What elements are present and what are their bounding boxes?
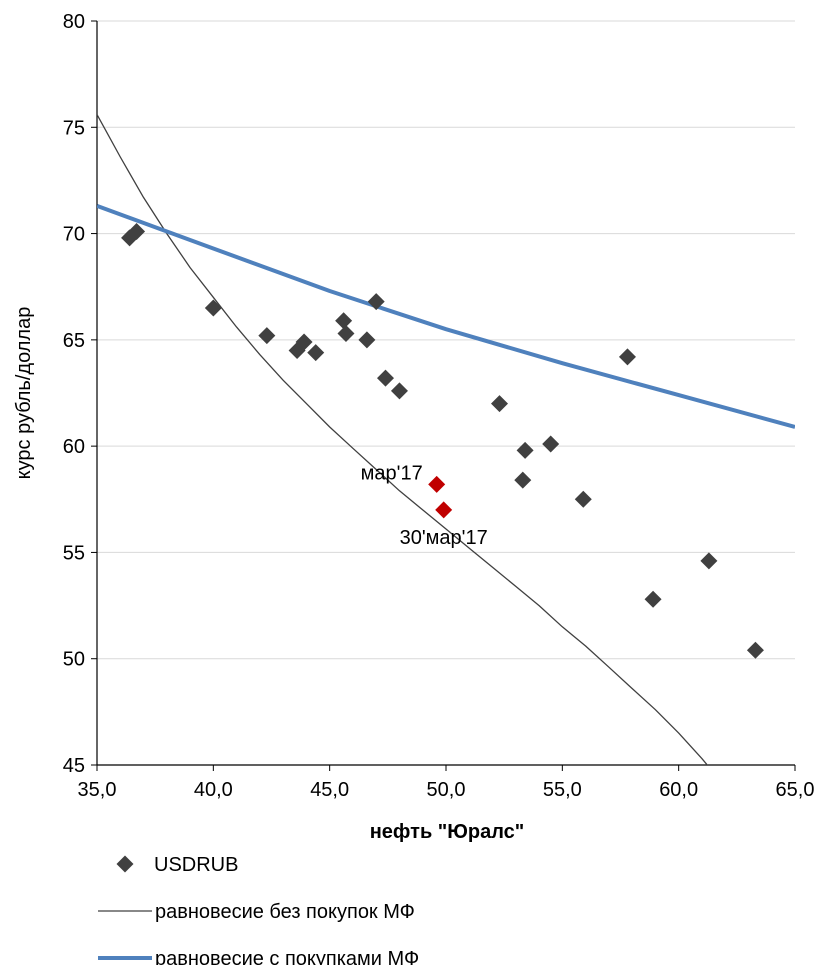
y-tick-label: 50 (63, 649, 85, 671)
data-point (618, 348, 636, 366)
tick-labels: 45 50 55 60 65 70 75 80 35,0 40,0 45,0 50,0 55,0 60,0… (63, 11, 815, 801)
data-point (377, 369, 395, 387)
legend-label: равновесие с покупками МФ (155, 948, 419, 965)
legend-label: USDRUB (154, 854, 238, 876)
data-point (295, 333, 313, 351)
y-tick-label: 70 (63, 224, 85, 246)
y-tick-label: 80 (63, 11, 85, 33)
data-point (491, 395, 509, 413)
data-point (542, 435, 560, 453)
series-line (97, 114, 709, 765)
point-label: мар'17 (361, 462, 423, 484)
data-point (337, 324, 355, 342)
data-point (307, 344, 325, 362)
data-point (574, 490, 592, 508)
legend-marker (116, 855, 134, 873)
legend-label: равновесие без покупок МФ (155, 901, 415, 923)
data-point (335, 312, 353, 330)
x-tick-label: 60,0 (659, 779, 698, 801)
x-tick-label: 45,0 (310, 779, 349, 801)
data-point (516, 441, 534, 459)
x-tick-label: 50,0 (427, 779, 466, 801)
y-tick-label: 60 (63, 436, 85, 458)
data-point (644, 590, 662, 608)
x-tick-label: 40,0 (194, 779, 233, 801)
data-point (367, 293, 385, 311)
y-tick-label: 55 (63, 542, 85, 564)
y-tick-label: 45 (63, 755, 85, 777)
axes (91, 20, 796, 771)
point-label: 30'мар'17 (400, 527, 488, 549)
y-tick-label: 65 (63, 330, 85, 352)
x-tick-label: 55,0 (543, 779, 582, 801)
data-point (700, 552, 718, 570)
data-point (746, 641, 764, 659)
gridlines (97, 20, 795, 660)
legend: USDRUB равновесие без покупок МФ равновеси… (98, 854, 419, 965)
series-lines (97, 114, 795, 765)
data-point (428, 475, 446, 493)
x-axis-title: нефть "Юралс" (370, 821, 525, 843)
data-point (128, 222, 146, 240)
series-points (121, 222, 764, 659)
data-point (390, 382, 408, 400)
data-point (435, 501, 453, 519)
y-axis-title: курс рубль/доллар (13, 307, 35, 480)
y-tick-label: 75 (63, 117, 85, 139)
data-point (204, 299, 222, 317)
x-tick-label: 35,0 (78, 779, 117, 801)
data-point (358, 331, 376, 349)
data-point (514, 471, 532, 489)
point-annotations: мар'17 30'мар'17 (361, 462, 488, 549)
series-line (97, 204, 795, 429)
x-tick-label: 65,0 (776, 779, 815, 801)
data-point (258, 327, 276, 345)
